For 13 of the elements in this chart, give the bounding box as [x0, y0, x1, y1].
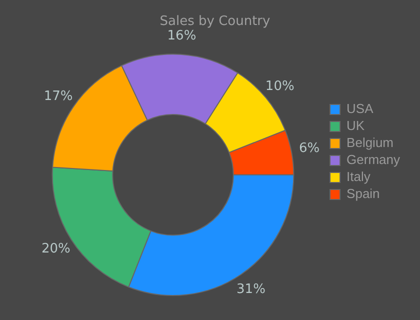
chart-title: Sales by Country	[160, 14, 271, 30]
legend-label: Spain	[346, 186, 380, 202]
data-label: 17%	[44, 89, 73, 104]
data-label: 10%	[265, 78, 294, 94]
data-label: 31%	[236, 282, 266, 297]
data-label: 20%	[41, 241, 70, 256]
legend-label: Belgium	[346, 135, 394, 150]
legend-label: USA	[346, 101, 374, 116]
legend-label: Germany	[346, 152, 400, 168]
data-label: 16%	[167, 28, 196, 44]
legend-label: Italy	[346, 169, 371, 184]
data-label: 6%	[298, 141, 320, 156]
legend-label: UK	[346, 118, 365, 134]
